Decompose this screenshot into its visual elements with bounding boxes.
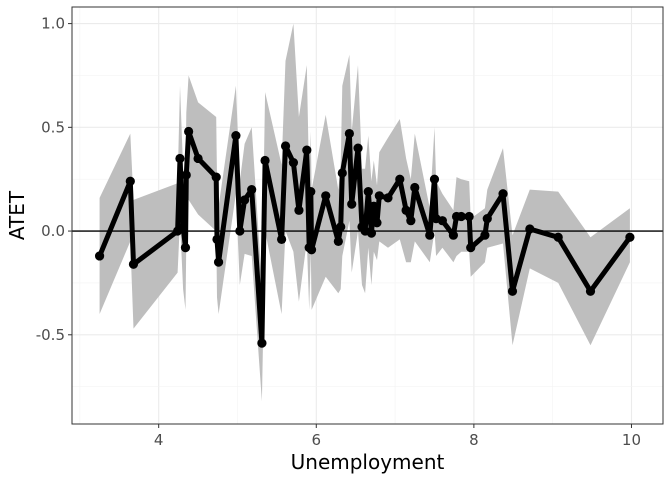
- data-point: [401, 205, 411, 215]
- data-point: [277, 234, 287, 244]
- data-point: [239, 195, 250, 205]
- panel-border: [71, 6, 664, 425]
- data-point: [337, 168, 347, 178]
- data-point: [94, 251, 105, 261]
- data-point: [306, 187, 316, 197]
- x-tick-label: 10: [622, 431, 641, 449]
- data-point: [425, 230, 435, 240]
- data-point: [288, 157, 299, 168]
- data-point: [260, 155, 270, 166]
- data-point: [456, 211, 466, 222]
- y-axis-ticks: -0.5 0.0 0.5 1.0: [36, 15, 72, 344]
- data-point: [128, 259, 139, 269]
- data-point: [193, 153, 203, 164]
- data-point: [175, 153, 185, 164]
- data-point: [213, 257, 224, 267]
- data-point: [321, 191, 331, 201]
- y-tick-label: 0.0: [41, 222, 65, 240]
- data-point: [553, 232, 563, 242]
- data-point: [429, 174, 440, 184]
- x-tick-label: 6: [312, 431, 322, 449]
- x-axis-title: Unemployment: [291, 450, 445, 474]
- data-point: [525, 224, 535, 234]
- x-tick-label: 8: [469, 431, 479, 449]
- data-point: [235, 226, 245, 236]
- data-point: [294, 205, 304, 215]
- data-point: [212, 234, 222, 244]
- y-tick-label: 1.0: [41, 15, 65, 33]
- x-axis-ticks: 4 6 8 10: [154, 424, 641, 449]
- data-point: [184, 126, 194, 137]
- data-point: [231, 131, 241, 141]
- data-point: [125, 176, 135, 186]
- data-point: [366, 228, 377, 238]
- data-point: [333, 236, 343, 247]
- y-tick-label: -0.5: [36, 326, 65, 344]
- data-point: [464, 211, 474, 222]
- data-point: [482, 214, 492, 224]
- data-point: [383, 193, 393, 203]
- data-point: [211, 172, 221, 182]
- data-point: [280, 141, 291, 151]
- data-point: [336, 222, 346, 232]
- data-point: [302, 145, 312, 155]
- data-point: [374, 191, 384, 201]
- data-point: [625, 232, 635, 242]
- x-tick-label: 4: [154, 431, 164, 449]
- data-point: [181, 170, 191, 180]
- data-point: [437, 216, 447, 226]
- data-point: [344, 128, 354, 139]
- y-axis-title: ATET: [5, 190, 29, 240]
- data-point: [180, 243, 191, 253]
- data-point: [498, 189, 508, 199]
- data-point: [247, 184, 257, 195]
- data-point: [353, 143, 363, 153]
- data-points: [94, 126, 635, 348]
- data-point: [257, 338, 267, 348]
- data-point: [585, 286, 596, 296]
- y-tick-label: 0.5: [41, 118, 65, 136]
- data-point: [410, 182, 420, 193]
- data-point: [395, 174, 405, 184]
- data-point: [347, 199, 357, 209]
- data-point: [466, 243, 476, 253]
- data-point: [178, 222, 188, 232]
- data-point: [363, 187, 373, 197]
- data-point: [507, 286, 518, 296]
- data-point: [480, 230, 490, 240]
- data-point: [372, 218, 382, 228]
- data-point: [448, 230, 458, 240]
- data-point: [306, 245, 317, 255]
- data-point: [406, 216, 416, 226]
- data-point: [369, 201, 379, 211]
